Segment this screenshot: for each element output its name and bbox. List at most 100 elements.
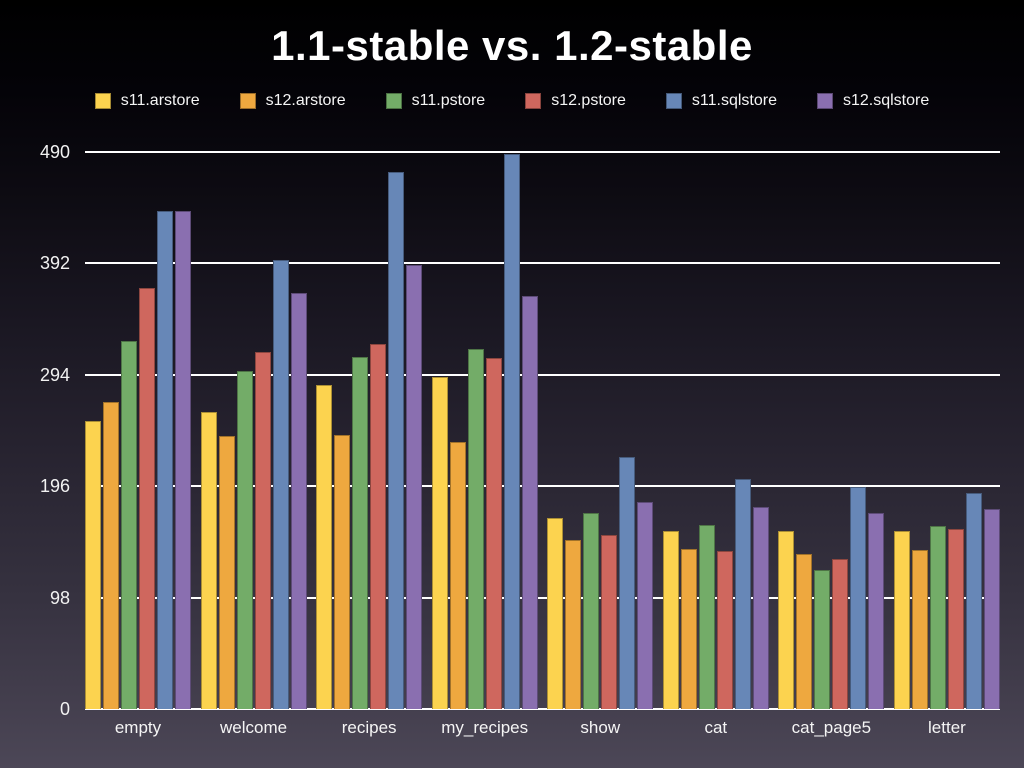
x-label-recipes: recipes: [341, 718, 397, 737]
bar-s12.arstore-letter: [911, 549, 928, 709]
bar-s12.pstore-my_recipes: [485, 357, 502, 709]
legend-label: s12.pstore: [551, 92, 626, 109]
legend-label: s11.pstore: [411, 92, 486, 109]
bar-s11.sqlstore-cat: [734, 479, 751, 709]
bar-s11.arstore-show: [547, 518, 564, 709]
gridline-490: [85, 151, 1000, 153]
bar-s12.pstore-letter: [947, 529, 964, 709]
x-label-my_recipes: my_recipes: [441, 718, 529, 737]
legend-label: s12.arstore: [265, 92, 346, 109]
bar-s11.arstore-my_recipes: [431, 377, 448, 709]
legend-item-s11.sqlstore: s11.sqlstore: [665, 92, 777, 110]
x-label-show: show: [580, 718, 621, 737]
bar-group-empty: [85, 152, 191, 709]
gridline-98: [85, 596, 1000, 599]
x-label-welcome: welcome: [220, 718, 288, 737]
x-label-cat_page5: cat_page5: [791, 718, 872, 737]
x-label-letter: letter: [928, 718, 966, 737]
bar-s11.sqlstore-letter: [965, 493, 982, 709]
bar-s11.sqlstore-show: [619, 456, 636, 709]
bar-s12.sqlstore-my_recipes: [521, 296, 538, 709]
bar-group-letter: [893, 152, 1000, 709]
bar-s11.pstore-show: [583, 513, 600, 709]
bar-s12.sqlstore-recipes: [406, 264, 423, 709]
y-tick-label-196: 196: [39, 476, 70, 497]
bar-s12.pstore-welcome: [254, 352, 271, 709]
legend-swatch-icon: [94, 93, 111, 109]
y-tick-label-490: 490: [39, 142, 70, 162]
bar-s12.arstore-recipes: [334, 435, 351, 709]
bar-s11.pstore-letter: [929, 526, 946, 709]
plot-area: [85, 151, 1000, 710]
x-axis: empty welcome recipes my_recipes show cat cat_…: [85, 718, 1000, 738]
bar-s11.pstore-empty: [121, 340, 137, 709]
bar-s11.sqlstore-recipes: [388, 172, 405, 709]
bar-s11.pstore-cat: [698, 524, 715, 709]
legend-item-s11.arstore: s11.arstore: [94, 92, 200, 110]
y-tick-label-294: 294: [39, 364, 70, 385]
bar-s12.arstore-cat: [680, 548, 697, 709]
bar-group-my_recipes: [431, 152, 538, 709]
bar-s11.arstore-recipes: [316, 385, 333, 709]
legend-label: s11.arstore: [120, 92, 200, 109]
gridline-0: [85, 708, 1000, 710]
legend-swatch-icon: [525, 93, 542, 109]
y-axis: 0 98 196 294 392 490: [0, 142, 76, 719]
y-tick-label-98: 98: [49, 587, 70, 608]
bar-s12.arstore-cat_page5: [796, 554, 813, 709]
bar-s12.pstore-cat_page5: [832, 558, 849, 709]
legend-swatch-icon: [816, 93, 833, 109]
bar-s11.pstore-recipes: [352, 356, 369, 709]
y-tick-label-392: 392: [39, 253, 70, 274]
bar-group-cat: [662, 152, 769, 709]
legend-item-s12.arstore: s12.arstore: [239, 92, 346, 110]
bar-s12.arstore-welcome: [218, 436, 235, 709]
legend: s11.arstore s12.arstore s11.pstore s12.psto…: [0, 92, 1024, 110]
bar-s12.sqlstore-letter: [983, 508, 1000, 709]
legend-label: s12.sqlstore: [842, 92, 930, 109]
bar-s11.pstore-my_recipes: [467, 348, 484, 709]
bar-s11.arstore-welcome: [200, 412, 217, 709]
bar-s11.arstore-letter: [893, 530, 910, 709]
x-label-cat: cat: [704, 718, 728, 737]
legend-label: s11.sqlstore: [691, 92, 777, 109]
bar-s11.sqlstore-my_recipes: [503, 154, 520, 709]
bar-s12.arstore-my_recipes: [449, 441, 466, 709]
bar-s11.sqlstore-welcome: [272, 260, 289, 709]
bar-group-show: [547, 152, 654, 709]
bar-s11.arstore-empty: [85, 421, 101, 709]
legend-item-s11.pstore: s11.pstore: [385, 92, 486, 110]
bar-s12.arstore-empty: [103, 402, 119, 709]
x-label-empty: empty: [114, 718, 162, 737]
bar-s11.pstore-cat_page5: [814, 570, 831, 709]
bar-groups: [85, 152, 1000, 709]
gridline-196: [85, 485, 1000, 488]
bar-group-cat_page5: [778, 152, 885, 709]
bar-s12.sqlstore-show: [637, 502, 654, 709]
bar-s11.sqlstore-cat_page5: [850, 487, 867, 709]
legend-swatch-icon: [239, 93, 256, 109]
bar-s11.arstore-cat_page5: [778, 530, 795, 709]
bar-s11.arstore-cat: [662, 530, 679, 709]
bar-s12.pstore-cat: [716, 551, 733, 709]
bar-s12.arstore-show: [565, 539, 582, 709]
legend-item-s12.sqlstore: s12.sqlstore: [816, 92, 930, 110]
y-tick-label-0: 0: [59, 699, 70, 719]
legend-swatch-icon: [665, 93, 682, 109]
bar-s12.pstore-empty: [139, 288, 155, 709]
bar-s12.pstore-recipes: [370, 344, 387, 709]
bar-group-welcome: [200, 152, 307, 709]
bar-s12.sqlstore-cat_page5: [868, 513, 885, 709]
chart-title: 1.1-stable vs. 1.2-stable: [271, 22, 753, 69]
legend-item-s12.pstore: s12.pstore: [525, 92, 626, 110]
bar-s11.sqlstore-empty: [157, 211, 173, 709]
bar-s12.sqlstore-welcome: [290, 292, 307, 709]
gridline-294: [85, 373, 1000, 376]
gridline-392: [85, 262, 1000, 265]
bar-s12.sqlstore-cat: [752, 506, 769, 709]
legend-swatch-icon: [385, 93, 402, 109]
bar-group-recipes: [316, 152, 423, 709]
bar-s12.sqlstore-empty: [175, 211, 191, 709]
bar-s11.pstore-welcome: [236, 371, 253, 709]
